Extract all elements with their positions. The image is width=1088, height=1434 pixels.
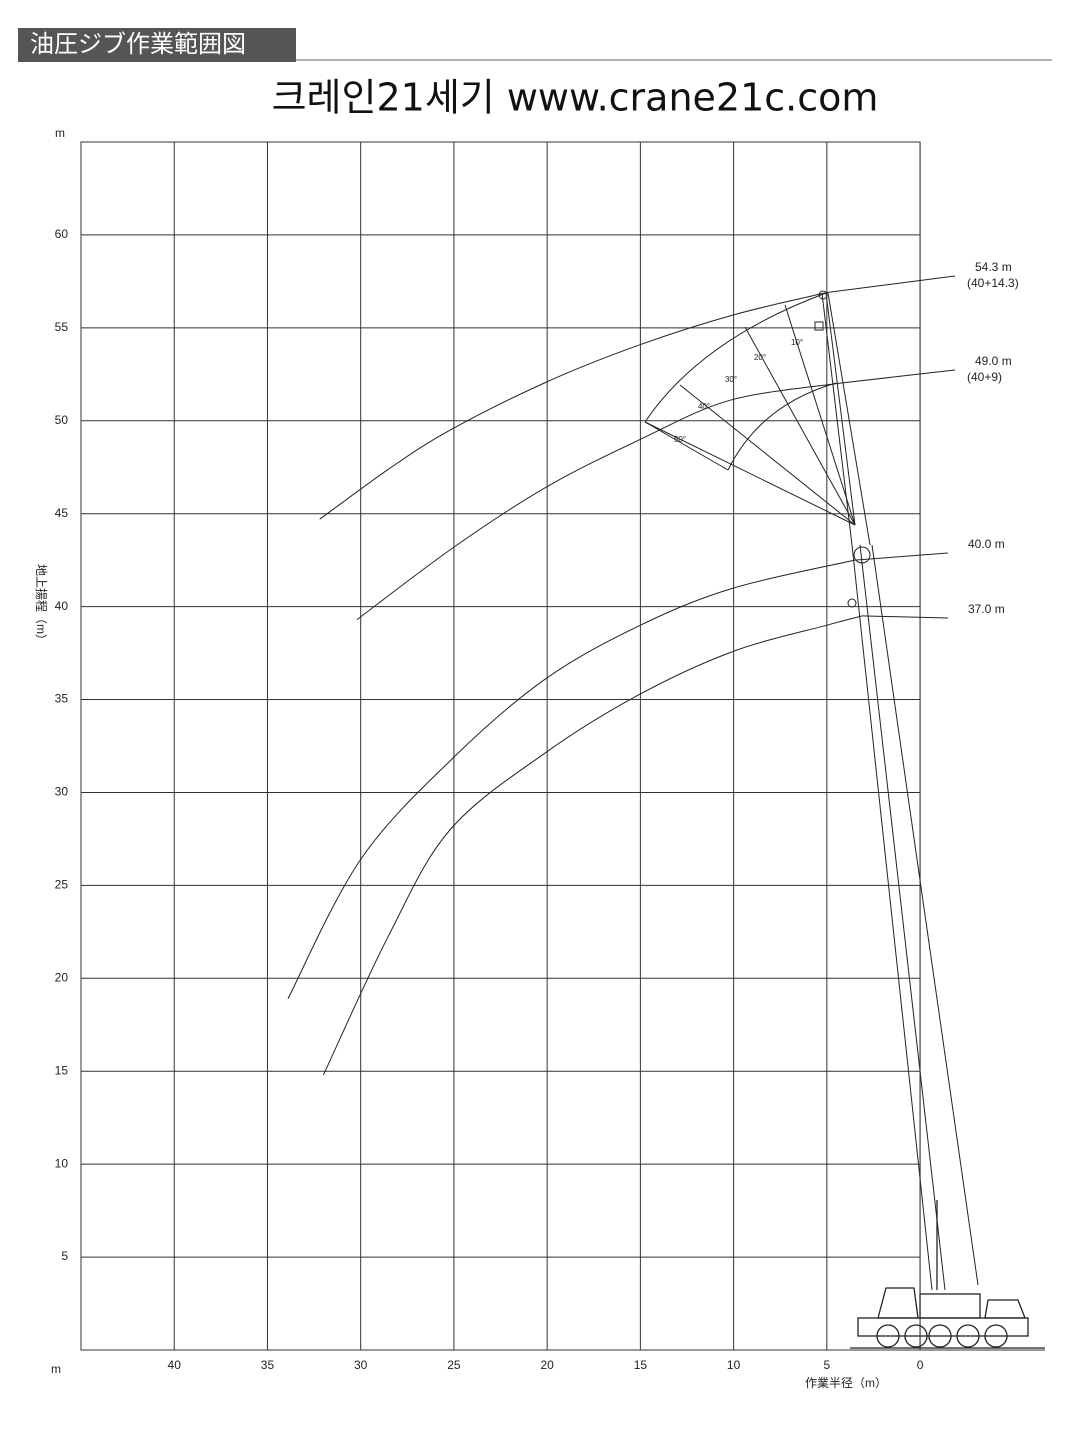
legend-label: 40.0 m	[968, 537, 1005, 551]
x-axis-title: 作業半径（m）	[805, 1376, 887, 1390]
y-tick-label: 60	[55, 227, 69, 241]
y-tick-label: 10	[55, 1156, 69, 1170]
envelope-curve	[322, 615, 863, 1076]
x-tick-label: 35	[261, 1358, 275, 1372]
y-axis-title: 地上揚程（m）	[34, 564, 49, 646]
header-title: 油圧ジブ作業範囲図	[30, 30, 246, 58]
legend-label: 54.3 m	[975, 260, 1012, 274]
jib-angle-label: 20°	[754, 353, 766, 362]
y-tick-label: 40	[55, 599, 69, 613]
leader-line	[826, 275, 956, 294]
y-tick-label: 25	[55, 878, 69, 892]
y-tick-label: 15	[55, 1063, 69, 1077]
watermark: 크레인21세기 www.crane21c.com	[272, 76, 879, 120]
x-tick-label: 25	[447, 1358, 461, 1372]
y-unit: m	[55, 126, 65, 140]
leader-line	[854, 552, 949, 561]
y-tick-label: 20	[55, 970, 69, 984]
y-tick-label: 5	[61, 1249, 68, 1263]
plot-frame	[80, 141, 921, 1351]
jib-fan	[644, 292, 856, 526]
y-tick-label: 45	[55, 506, 69, 520]
jib-angle-label: 40°	[698, 402, 710, 411]
crane-truck	[850, 1200, 1045, 1349]
leader-line	[862, 615, 949, 619]
y-tick-label: 35	[55, 692, 69, 706]
jib-angle-label: 50°	[674, 435, 686, 444]
x-unit: m	[51, 1362, 61, 1376]
x-tick-label: 5	[823, 1358, 830, 1372]
legend-label: 49.0 m	[975, 354, 1012, 368]
y-tick-label: 50	[55, 413, 69, 427]
jib-angle-label: 10°	[791, 338, 803, 347]
x-tick-label: 15	[634, 1358, 648, 1372]
leader-line	[836, 369, 956, 385]
x-tick-label: 20	[540, 1358, 554, 1372]
x-tick-label: 0	[917, 1358, 924, 1372]
legend-sublabel: (40+14.3)	[967, 276, 1019, 290]
y-tick-label: 30	[55, 785, 69, 799]
crane-boom	[814, 290, 979, 1291]
envelope-curve	[287, 559, 855, 999]
x-tick-label: 30	[354, 1358, 368, 1372]
header-box	[18, 28, 296, 62]
legend-sublabel: (40+9)	[967, 370, 1002, 384]
x-tick-label: 40	[168, 1358, 182, 1372]
x-tick-label: 10	[727, 1358, 741, 1372]
envelope-curve	[319, 292, 827, 520]
legend-label: 37.0 m	[968, 602, 1005, 616]
y-tick-label: 55	[55, 320, 69, 334]
envelope-curve	[356, 383, 837, 621]
jib-angle-label: 30°	[725, 375, 737, 384]
